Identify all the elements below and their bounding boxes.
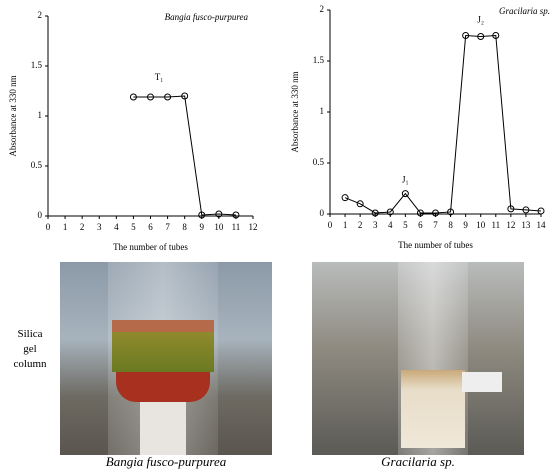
y-axis-label: Absorbance at 330 nm [290, 71, 300, 152]
line [344, 34, 542, 214]
y-tick-label: 0.5 [313, 157, 325, 167]
x-axis-label: The number of tubes [398, 240, 473, 250]
y-tick-label: 1 [320, 106, 325, 116]
x-tick-label: 6 [418, 220, 423, 230]
point [432, 209, 439, 217]
point [462, 32, 470, 39]
point [215, 210, 223, 218]
band [112, 332, 214, 372]
x-tick-label: 6 [148, 222, 153, 232]
band [112, 320, 214, 332]
x-tick-label: 3 [373, 220, 378, 230]
y-tick-label: 0 [38, 210, 43, 220]
point [522, 206, 530, 214]
point [198, 211, 206, 219]
x-tick-label: 9 [200, 222, 205, 232]
photo [312, 262, 524, 455]
x-tick-label: 4 [114, 222, 119, 232]
y-tick-label: 0.5 [31, 160, 43, 170]
x-tick-label: 8 [182, 222, 187, 232]
x-tick-label: 0 [46, 222, 51, 232]
point [147, 93, 154, 101]
y-tick-label: 0 [320, 208, 325, 218]
point [477, 33, 485, 41]
y-axis-label: Absorbance at 330 nm [8, 75, 18, 156]
x-tick-label: 4 [388, 220, 393, 230]
x-tick-label: 11 [491, 220, 500, 230]
annotation: J₂ [477, 14, 484, 24]
x-axis-label: The number of tubes [113, 242, 188, 252]
point [341, 194, 349, 202]
x-tick-label: 12 [249, 222, 258, 232]
x-tick-label: 0 [328, 220, 333, 230]
silica [401, 370, 465, 448]
point [181, 92, 189, 100]
point [416, 209, 424, 217]
point [386, 208, 394, 216]
x-tick-label: 11 [232, 222, 241, 232]
x-tick-label: 1 [63, 222, 68, 232]
box [462, 372, 502, 392]
x-tick-label: 14 [537, 220, 547, 230]
x-tick-label: 8 [448, 220, 453, 230]
annotation: T₁ [155, 72, 164, 82]
point [129, 93, 137, 101]
chart-title: Gracilaria sp. [499, 6, 550, 16]
band [116, 372, 210, 402]
y-tick-label: 1 [38, 110, 43, 120]
photo-caption: Gracilaria sp. [381, 454, 455, 469]
point [164, 93, 172, 101]
y-tick-label: 2 [38, 10, 43, 20]
x-tick-label: 5 [131, 222, 136, 232]
point [492, 32, 500, 39]
point [232, 211, 240, 219]
x-tick-label: 9 [463, 220, 468, 230]
point [356, 200, 364, 208]
point [371, 209, 379, 217]
annotation: J₁ [402, 174, 409, 184]
x-tick-label: 13 [521, 220, 531, 230]
line [133, 95, 236, 216]
point [447, 208, 455, 216]
x-tick-label: 5 [403, 220, 408, 230]
x-tick-label: 10 [476, 220, 486, 230]
x-tick-label: 10 [214, 222, 224, 232]
y-tick-label: 1.5 [31, 60, 43, 70]
x-tick-label: 12 [506, 220, 515, 230]
point [401, 190, 409, 198]
x-tick-label: 1 [343, 220, 348, 230]
x-tick-label: 3 [97, 222, 102, 232]
y-tick-label: 2 [320, 4, 325, 14]
x-tick-label: 7 [165, 222, 170, 232]
x-tick-label: 2 [358, 220, 363, 230]
photo-caption: Bangia fusco-purpurea [105, 454, 227, 469]
point [507, 205, 515, 213]
stand [140, 402, 186, 455]
x-tick-label: 7 [433, 220, 438, 230]
y-tick-label: 1.5 [313, 55, 325, 65]
photo [60, 262, 272, 455]
side-label: Silica gel column [13, 328, 47, 370]
x-tick-label: 2 [80, 222, 85, 232]
chart-title: Bangia fusco-purpurea [165, 12, 249, 22]
point [537, 207, 545, 215]
